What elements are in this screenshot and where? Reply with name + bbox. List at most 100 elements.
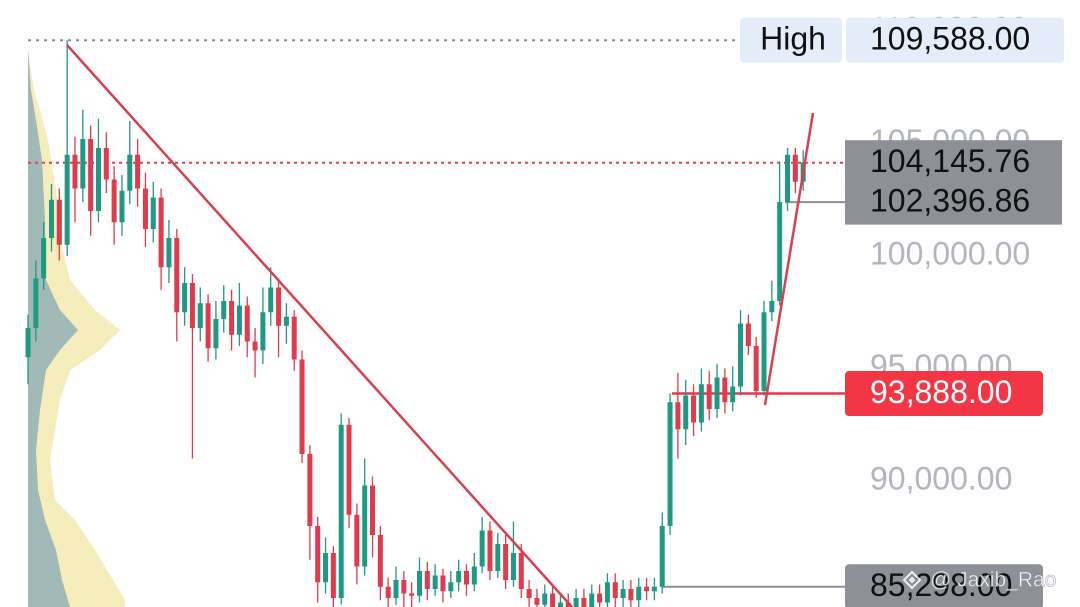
candle-body [745,323,751,347]
candle-body [323,553,329,583]
price-label-layer: High 109,588.00 104,145.76 102,396.86 93,888… [740,17,1064,607]
candle-body [401,580,407,594]
price-label-box [845,564,1043,607]
candle-body [526,589,532,599]
candle-body [135,154,141,189]
candle-body [456,571,462,583]
candle-body [636,586,642,601]
watermark: @ Jaxib_Rao [902,568,1057,592]
candle-body [221,301,227,320]
watermark-icon [902,570,922,590]
candle-body [111,179,117,223]
candle-body [785,154,791,203]
trend-line-down [66,44,573,607]
candle-body [792,154,798,182]
candle-body [142,188,148,230]
candle-body [346,424,352,515]
candle-body [761,312,767,392]
candle-body [315,526,321,583]
price-label: 104,145.76 [870,143,1030,179]
candle-body [738,323,744,387]
price-label-box [846,17,1064,63]
candle-body [229,301,235,335]
candle-body [362,485,368,567]
candle-body [675,402,681,430]
candle-body [377,535,383,587]
drawings [66,44,815,607]
candle-body [550,593,556,607]
candle-body [683,395,689,430]
price-label: 85,298.00 [870,567,1012,603]
candle-body [252,341,258,351]
y-tick-label: 100,000.00 [870,235,1030,271]
candle-body [769,301,775,313]
candle-body [644,586,650,592]
candle-body [48,199,54,239]
price-label-box [845,140,1062,186]
candle-body [268,287,274,313]
candle-body [565,602,571,607]
price-label: 109,588.00 [870,21,1030,57]
candle-body [691,395,697,423]
candle-body [659,526,665,587]
candle-body [487,530,493,572]
candle-body [205,303,211,349]
candle-body [573,598,579,607]
candle-body [440,575,446,592]
candle-body [236,305,242,335]
candle-body [589,593,595,607]
candle-body [330,553,336,599]
price-line-layer [28,39,845,588]
candle-body [127,154,133,191]
candle-body [119,190,125,223]
candle-body [432,575,438,590]
candle-body [197,303,203,329]
candle-body [370,485,376,536]
price-label: 102,396.86 [870,183,1030,219]
candle-body [409,593,415,596]
candle-body [706,384,712,410]
candle-body [56,199,62,245]
candle-body [166,238,172,268]
volume-profile [28,50,125,607]
candle-body [174,238,180,313]
candle-body [72,154,78,189]
candle-body [88,139,94,212]
candle-body [604,582,610,603]
candle-body [103,148,109,180]
candle-body [777,202,783,302]
candle-body [299,359,305,455]
candle-body [393,580,399,599]
candle-body [338,424,344,599]
candle-body [651,586,657,592]
candle-body [385,586,391,599]
axis-layer: 90,000.0095,000.00100,000.00105,000.0011… [870,10,1066,496]
candle-layer [25,40,806,607]
candle-body [424,571,430,590]
candle-body [714,377,720,410]
candle-body [471,566,477,585]
candle-body [182,283,188,313]
candle-body [64,154,70,245]
trend-line-up [763,112,815,406]
candle-body [503,544,509,581]
candle-body [307,454,313,527]
candle-body [463,571,469,585]
candle-body [667,402,673,527]
candle-body [542,593,548,605]
candle-body [479,530,485,567]
candle-body [158,197,164,268]
candle-body [612,582,618,599]
candle-body [80,139,86,189]
candle-body [33,278,39,329]
candle-body [354,514,360,567]
candle-body [753,346,759,392]
price-label: 93,888.00 [870,374,1012,410]
price-label-name: High [760,21,826,57]
volume-profile-blue [28,50,78,607]
price-label-box [845,371,1043,417]
candle-body [189,283,195,329]
candle-body [534,598,540,605]
